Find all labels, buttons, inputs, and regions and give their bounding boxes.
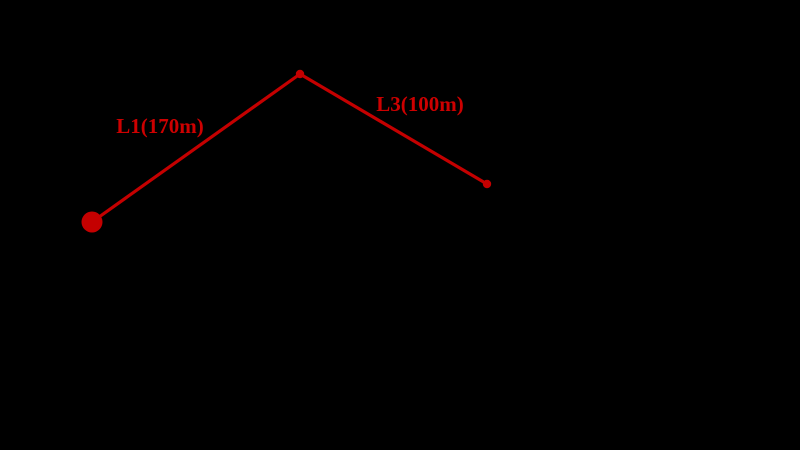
node-end xyxy=(482,179,492,189)
edge-line-1 xyxy=(91,72,301,224)
edge-label-1: L1(170m) xyxy=(116,114,204,138)
node-start xyxy=(81,211,103,233)
edge-line-2 xyxy=(299,72,488,186)
edge-label-2: L3(100m) xyxy=(376,92,464,116)
nodes-layer xyxy=(81,69,492,233)
edges-layer xyxy=(91,72,488,224)
edge-labels-layer: L1(170m) L3(100m) xyxy=(116,92,464,138)
node-peak xyxy=(295,69,305,79)
